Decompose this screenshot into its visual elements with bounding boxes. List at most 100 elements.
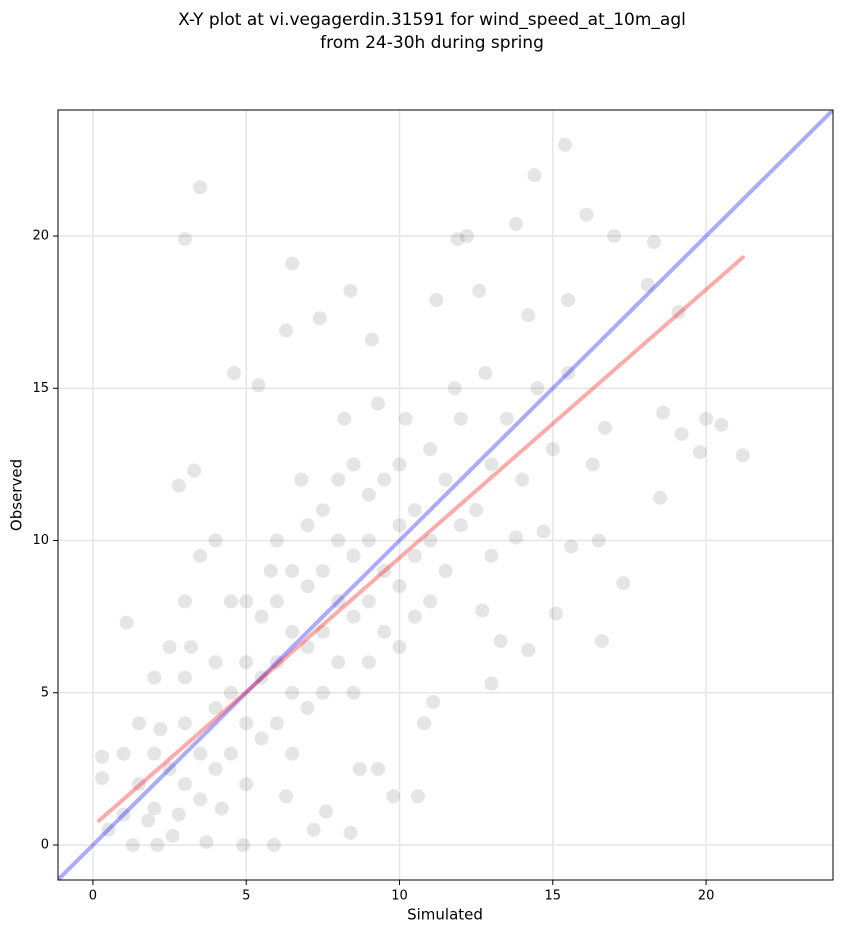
point <box>343 825 358 840</box>
point <box>361 655 376 670</box>
point <box>177 594 192 609</box>
point <box>300 640 315 655</box>
point <box>337 411 352 426</box>
point <box>116 746 131 761</box>
chart-title: from 24-30h during spring <box>320 33 544 53</box>
x-tick-label: 15 <box>545 889 562 904</box>
point <box>392 640 407 655</box>
point <box>392 518 407 533</box>
point <box>371 761 386 776</box>
trend-line <box>58 110 833 880</box>
point <box>499 411 514 426</box>
point <box>597 420 612 435</box>
point <box>269 655 284 670</box>
point <box>300 579 315 594</box>
point <box>147 670 162 685</box>
point <box>285 685 300 700</box>
point <box>208 761 223 776</box>
point <box>285 746 300 761</box>
point <box>177 670 192 685</box>
point <box>95 749 110 764</box>
point <box>346 685 361 700</box>
point <box>585 457 600 472</box>
point <box>285 563 300 578</box>
point <box>656 405 671 420</box>
point <box>509 530 524 545</box>
point <box>392 579 407 594</box>
point <box>193 180 208 195</box>
point <box>426 694 441 709</box>
point <box>475 603 490 618</box>
point <box>306 822 321 837</box>
point <box>153 722 168 737</box>
x-tick-label: 20 <box>698 889 715 904</box>
point <box>199 834 214 849</box>
point <box>594 633 609 648</box>
point <box>346 609 361 624</box>
point <box>386 789 401 804</box>
point <box>423 533 438 548</box>
point <box>564 539 579 554</box>
point <box>331 655 346 670</box>
point <box>361 487 376 502</box>
point <box>453 518 468 533</box>
point <box>472 283 487 298</box>
point <box>239 594 254 609</box>
point <box>279 789 294 804</box>
point <box>208 533 223 548</box>
point <box>515 472 530 487</box>
point <box>423 594 438 609</box>
point <box>692 445 707 460</box>
point <box>735 448 750 463</box>
point <box>346 457 361 472</box>
point <box>453 411 468 426</box>
point <box>251 378 266 393</box>
point <box>536 524 551 539</box>
point <box>187 463 202 478</box>
point <box>177 716 192 731</box>
point <box>699 411 714 426</box>
point <box>223 685 238 700</box>
y-tick-label: 20 <box>32 229 49 244</box>
point <box>450 232 465 247</box>
point <box>521 308 536 323</box>
trend-line <box>97 255 745 823</box>
point <box>530 381 545 396</box>
point <box>591 533 606 548</box>
point <box>208 700 223 715</box>
point <box>315 624 330 639</box>
point <box>423 442 438 457</box>
point <box>171 478 186 493</box>
point <box>558 137 573 152</box>
point <box>315 563 330 578</box>
plot-frame <box>57 109 834 881</box>
y-tick-label: 15 <box>32 381 49 396</box>
point <box>438 563 453 578</box>
point <box>131 716 146 731</box>
point <box>407 503 422 518</box>
x-tick-label: 5 <box>242 889 250 904</box>
point <box>331 533 346 548</box>
point <box>478 366 493 381</box>
point <box>521 643 536 658</box>
point <box>279 323 294 338</box>
point <box>294 472 309 487</box>
point <box>165 828 180 843</box>
point <box>352 761 367 776</box>
point <box>239 777 254 792</box>
x-axis-label: Simulated <box>407 906 483 924</box>
y-tick-label: 5 <box>41 685 49 700</box>
point <box>177 777 192 792</box>
point <box>561 292 576 307</box>
point <box>343 283 358 298</box>
point <box>371 396 386 411</box>
point <box>171 807 186 822</box>
point <box>285 624 300 639</box>
point <box>193 548 208 563</box>
point <box>346 548 361 563</box>
point <box>671 305 686 320</box>
point <box>447 381 462 396</box>
point <box>545 442 560 457</box>
point <box>147 801 162 816</box>
